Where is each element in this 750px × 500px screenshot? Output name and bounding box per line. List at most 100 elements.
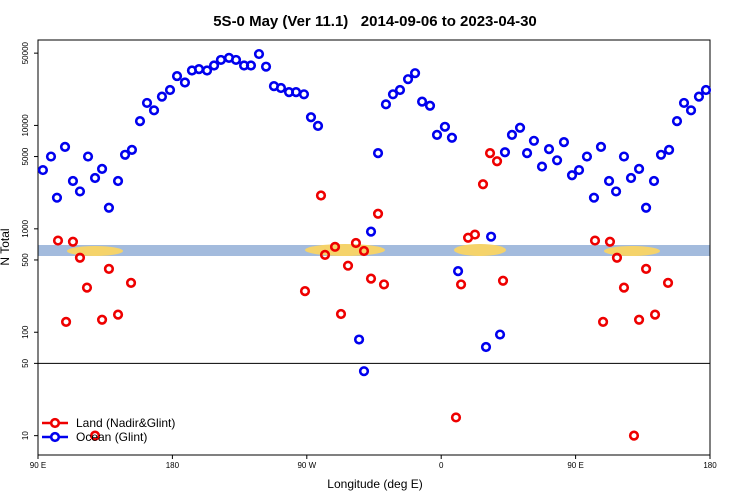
point	[171, 70, 183, 82]
point	[431, 129, 443, 140]
y-tick-label: 100	[21, 325, 30, 339]
point	[649, 309, 661, 320]
legend-label: Land (Nadir&Glint)	[76, 416, 175, 430]
x-tick-label: 90 E	[30, 461, 46, 470]
point	[179, 77, 191, 88]
point	[335, 308, 347, 320]
point	[141, 97, 153, 109]
plot-frame	[37, 39, 711, 456]
point	[543, 144, 555, 155]
point	[455, 279, 467, 290]
point	[633, 163, 645, 174]
point	[372, 208, 384, 219]
point	[693, 91, 705, 102]
point	[119, 149, 131, 160]
point	[74, 186, 86, 197]
point	[648, 175, 660, 187]
point	[611, 252, 623, 263]
point	[416, 96, 428, 107]
point	[499, 147, 511, 158]
point	[551, 155, 563, 166]
point	[409, 68, 421, 79]
x-tick-label: 90 E	[567, 461, 583, 470]
point	[604, 236, 616, 247]
point	[588, 192, 600, 203]
point	[245, 60, 257, 71]
point	[450, 412, 462, 423]
point	[446, 132, 458, 143]
point	[60, 316, 72, 327]
point	[253, 48, 265, 60]
point	[275, 82, 287, 94]
point	[164, 84, 176, 96]
point	[640, 263, 652, 274]
point	[480, 341, 492, 353]
point	[112, 309, 124, 320]
land-patch	[67, 246, 123, 256]
point	[208, 60, 220, 71]
point	[528, 135, 540, 146]
point	[424, 100, 436, 111]
point	[51, 192, 63, 203]
point	[358, 366, 370, 377]
point	[89, 172, 101, 184]
point	[134, 116, 146, 127]
point	[52, 235, 64, 246]
point	[156, 91, 168, 102]
point	[662, 277, 674, 289]
series	[37, 48, 712, 377]
y-tick-label: 10000	[21, 114, 30, 137]
y-tick-label: 5000	[21, 147, 30, 165]
legend-marker	[49, 417, 61, 429]
point	[671, 116, 683, 127]
point	[319, 249, 331, 260]
point	[260, 61, 272, 72]
x-tick-label: 0	[439, 461, 444, 470]
point	[372, 147, 384, 159]
point	[365, 226, 377, 237]
point	[439, 121, 451, 132]
point	[201, 65, 213, 76]
point	[491, 156, 503, 167]
point	[514, 122, 526, 133]
point	[353, 334, 365, 345]
point	[45, 151, 57, 162]
point	[589, 235, 601, 246]
point	[595, 141, 607, 152]
point	[378, 279, 390, 290]
x-tick-label: 180	[703, 461, 717, 470]
point	[89, 430, 101, 441]
point	[394, 84, 406, 96]
y-axis-label: N Total	[0, 228, 12, 265]
point	[380, 99, 392, 110]
point	[536, 161, 548, 172]
point	[597, 316, 609, 327]
point	[655, 149, 667, 160]
y-tick-label: 50000	[21, 41, 30, 64]
point	[494, 329, 506, 340]
point	[312, 120, 324, 131]
legend-marker	[49, 431, 61, 443]
point	[521, 147, 533, 159]
point	[37, 164, 49, 176]
point	[610, 186, 622, 197]
x-axis-label: Longitude (deg E)	[327, 477, 422, 491]
point	[126, 144, 138, 155]
point	[365, 273, 377, 284]
chart-title: 5S-0 May (Ver 11.1) 2014-09-06 to 2023-0…	[213, 13, 537, 30]
point	[618, 282, 630, 293]
point	[387, 89, 399, 100]
point	[452, 266, 464, 277]
point	[640, 202, 652, 213]
point	[558, 136, 570, 148]
point	[112, 175, 124, 187]
point	[633, 314, 645, 325]
point	[506, 129, 518, 140]
point	[497, 275, 509, 286]
x-tick-label: 90 W	[297, 461, 316, 470]
point	[305, 112, 317, 123]
series	[52, 147, 674, 441]
point	[603, 175, 615, 187]
point	[663, 144, 675, 155]
